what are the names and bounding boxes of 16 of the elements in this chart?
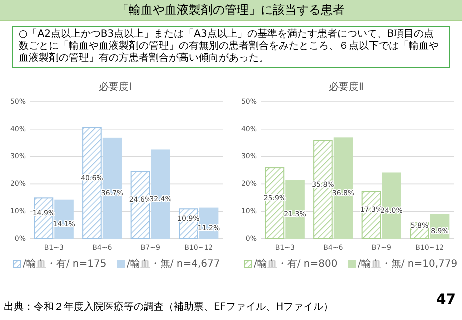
text: 「輸血や血液製剤の管理」に該当する患者: [0, 0, 462, 21]
legend-label: /輸血・有/ n=800: [254, 258, 338, 270]
bar: [151, 150, 170, 240]
bar: [102, 138, 122, 240]
bar: [82, 127, 102, 240]
legend-label: /輸血・無/ n=4,677: [127, 258, 220, 270]
legend-label: /輸血・無/ n=10,779: [358, 258, 458, 270]
chart-title: 必要度Ⅱ: [329, 81, 364, 93]
source-note: 出典：令和２年度入院医療等の調査（補助票、EFファイル、Hファイル）: [4, 300, 334, 314]
text: ○「A2点以上かつB3点以上」または「A3点以上」の基準を満たす患者について、B項目の点数ごとに「輸血や血液製剤の管理」の有無別の患者割合をみたところ、６点以下では「輸血や血液製剤の管理」有の方患者割合が高い傾向があった。: [12, 26, 450, 68]
chart-title: 必要度Ⅰ: [99, 81, 132, 93]
text: 47: [436, 292, 456, 308]
legend-label: /輸血・有/ n=175: [23, 258, 107, 270]
bar: [382, 172, 402, 240]
bar: [314, 140, 333, 240]
bar: [334, 138, 354, 240]
